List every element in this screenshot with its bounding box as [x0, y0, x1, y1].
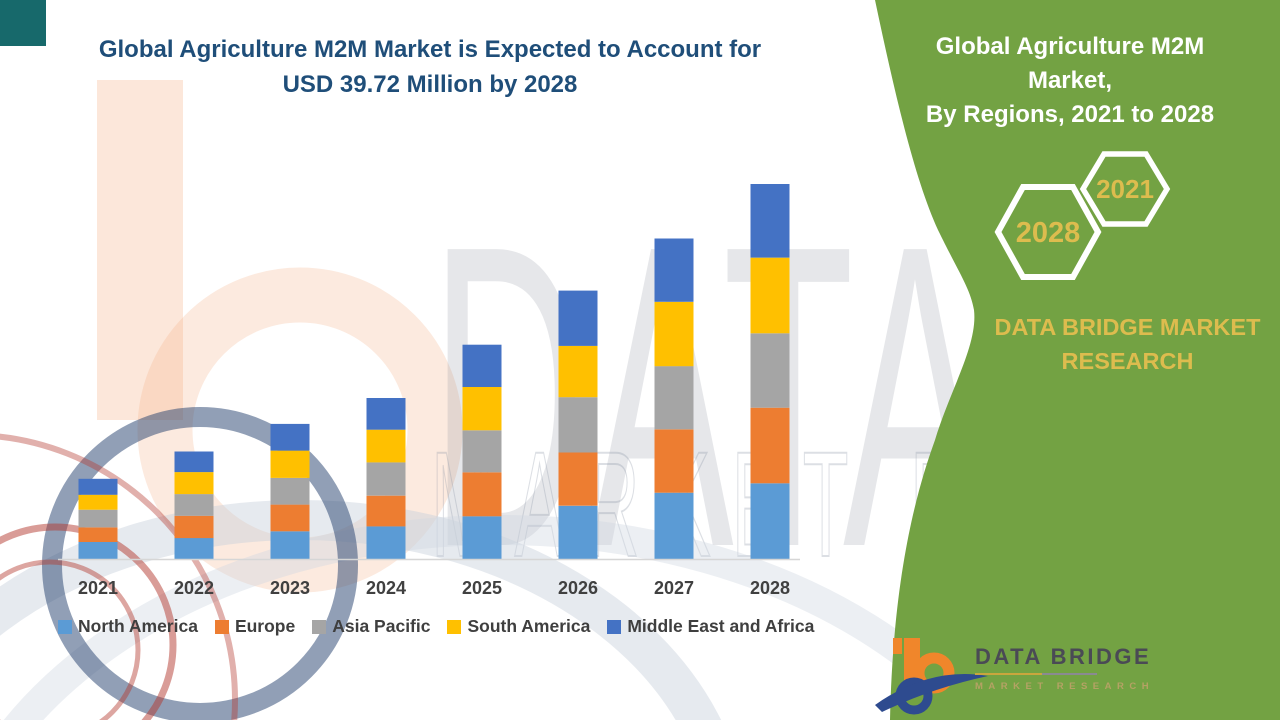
legend-item-south-america: South America [447, 616, 590, 637]
bar-segment [174, 451, 214, 473]
bar-segment [750, 333, 790, 408]
bar-segment [750, 407, 790, 484]
side-panel-title-line2: By Regions, 2021 to 2028 [925, 101, 1215, 128]
logo-underline [975, 673, 1097, 675]
bar-segment [270, 450, 310, 478]
databridge-logo-icon [875, 638, 988, 715]
bar-segment [654, 301, 694, 367]
legend-item-asia-pacific: Asia Pacific [312, 616, 430, 637]
bar-segment [750, 257, 790, 334]
bar-segment [78, 527, 118, 542]
bar-segment [174, 538, 214, 559]
bar-segment [462, 516, 502, 559]
brand-text-line2: RESEARCH [1061, 348, 1194, 374]
bar-segment [174, 515, 214, 539]
bar-segment [78, 542, 118, 559]
bar-segment [270, 504, 310, 532]
x-axis-label: 2022 [174, 578, 214, 598]
bar-segment [558, 397, 598, 453]
bar-segment [270, 477, 310, 505]
side-panel-shape [875, 0, 1280, 720]
bar-segment [558, 345, 598, 398]
bar-segment [366, 526, 406, 559]
legend-label: Europe [234, 616, 296, 636]
legend-swatch-north-america [58, 619, 72, 634]
bar-segment [270, 423, 310, 451]
hexagon-2021 [1079, 151, 1171, 227]
side-panel-title: Global Agriculture M2M Market, By Region… [905, 30, 1235, 132]
logo-wordmark: DATA BRIDGE [975, 644, 1152, 669]
bar-segment [366, 398, 406, 430]
bar-segment [654, 429, 694, 493]
bar-segment [750, 483, 790, 559]
legend-item-north-america: North America [58, 616, 198, 637]
x-axis-label: 2026 [558, 578, 598, 598]
bar-segment [558, 505, 598, 559]
legend-label: Middle East and Africa [627, 616, 815, 636]
main-title: Global Agriculture M2M Market is Expecte… [40, 32, 820, 102]
brand-text-line1: DATA BRIDGE MARKET [994, 314, 1261, 340]
legend-label: South America [467, 616, 591, 636]
legend-item-middle-east-africa: Middle East and Africa [607, 616, 814, 637]
chart-legend: North America Europe Asia Pacific South … [58, 616, 848, 637]
bar-segment [462, 387, 502, 431]
legend-item-europe: Europe [214, 616, 296, 637]
bar-segment [366, 462, 406, 496]
main-title-line1: Global Agriculture M2M Market is Expecte… [98, 36, 762, 63]
side-panel-title-line1: Global Agriculture M2M Market, [935, 33, 1205, 94]
bar-segment [558, 290, 598, 346]
bar-segment [174, 494, 214, 516]
bar-segment [78, 509, 118, 528]
legend-swatch-europe [214, 619, 229, 634]
bar-segment [654, 366, 694, 430]
bar-segment [462, 344, 502, 387]
legend-label: North America [78, 616, 198, 636]
bar-segment [462, 430, 502, 473]
bar-segment [174, 472, 214, 495]
bar-segment [654, 492, 694, 559]
x-axis-label: 2023 [270, 578, 310, 598]
legend-label: Asia Pacific [332, 616, 431, 636]
x-axis-label: 2028 [750, 578, 790, 598]
brand-text: DATA BRIDGE MARKET RESEARCH [985, 310, 1270, 378]
bar-segment [366, 495, 406, 527]
stacked-bar-chart [78, 184, 790, 559]
bar-segment [654, 238, 694, 302]
main-title-line2: USD 39.72 Million by 2028 [282, 71, 578, 98]
x-axis-label: 2021 [78, 578, 118, 598]
bar-segment [750, 184, 790, 258]
hexagon-year-2021: 2021 [1096, 174, 1154, 204]
legend-swatch-asia-pacific [312, 619, 327, 634]
bar-segment [270, 531, 310, 559]
bar-segment [462, 472, 502, 517]
bar-segment [78, 478, 118, 495]
x-axis-label: 2027 [654, 578, 694, 598]
bar-segment [366, 429, 406, 463]
hexagon-year-2028: 2028 [1015, 217, 1081, 249]
bar-segment [78, 494, 118, 510]
logo-subtext: MARKET RESEARCH [975, 681, 1155, 692]
x-axis-labels: 2021 2022 2023 2024 2025 2026 2027 2028 [78, 578, 790, 598]
legend-swatch-south-america [447, 619, 462, 634]
hexagon-2028 [994, 184, 1102, 280]
x-axis-label: 2025 [462, 578, 502, 598]
hexagon-badges [994, 151, 1171, 280]
corner-accent-square [0, 0, 46, 46]
bar-segment [558, 452, 598, 506]
legend-swatch-middle-east-africa [607, 619, 622, 634]
x-axis-label: 2024 [366, 578, 406, 598]
